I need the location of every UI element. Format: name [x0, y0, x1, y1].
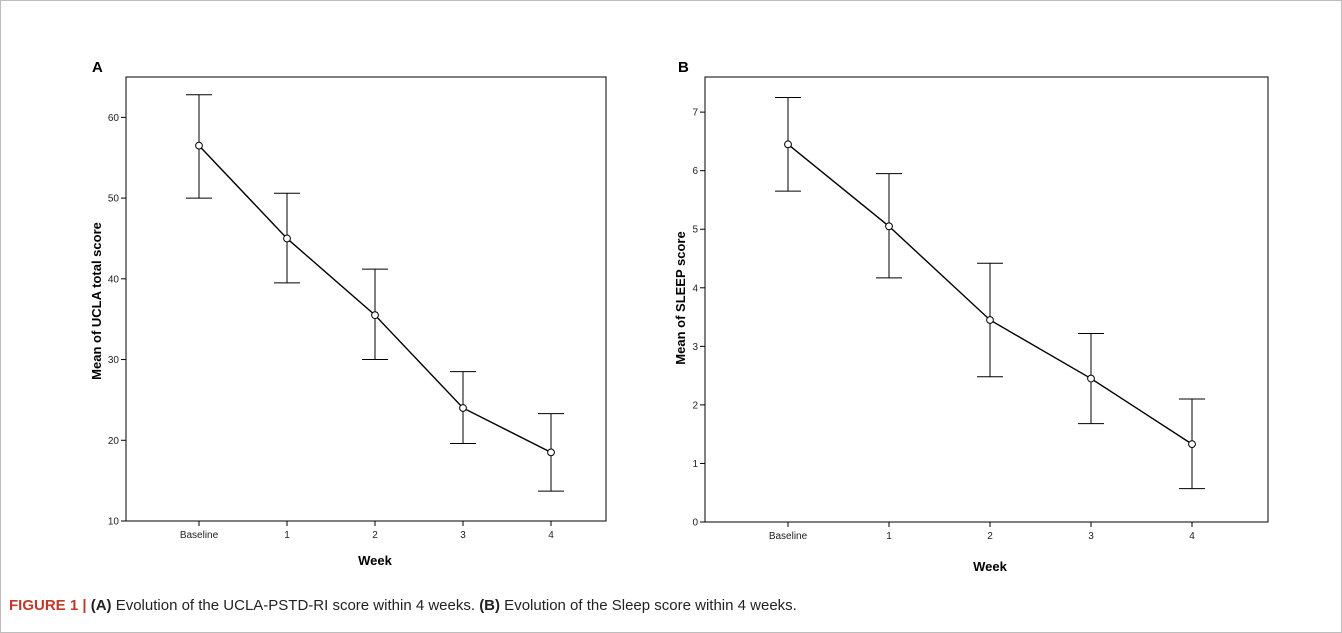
panel-b-y-tick-label: 4 — [692, 283, 698, 294]
panel-a-y-tick-label: 60 — [108, 113, 120, 124]
panel-b-y-tick-label: 2 — [692, 400, 698, 411]
panel-b-y-axis-label: Mean of SLEEP score — [673, 231, 688, 364]
panel-b-plot-frame — [704, 76, 1269, 523]
panel-a-x-tick-label: 4 — [548, 530, 554, 541]
panel-b-y-tick-label: 0 — [692, 518, 698, 529]
panel-a-marks — [186, 94, 564, 492]
panel-b-data-point — [986, 316, 994, 324]
panel-a-data-point — [459, 404, 467, 412]
caption-text-a: Evolution of the UCLA-PSTD-RI score with… — [111, 597, 480, 614]
chart-panel-a: A Mean of UCLA total score Week 10 20 30 40… — [89, 59, 607, 568]
panel-b-data-point — [1188, 440, 1196, 449]
panel-b-x-tick-label: Baseline — [769, 531, 808, 542]
panel-a-x-tick-label: 1 — [284, 530, 290, 541]
panel-a-x-tick-label: Baseline — [180, 530, 219, 541]
panel-b-y-tick-label: 6 — [692, 166, 698, 177]
panel-b-x-axis-label: Week — [973, 559, 1007, 574]
panel-b-ticks: 0 1 2 3 4 5 6 7 Baseline 1 2 3 4 — [692, 108, 1195, 542]
panel-a-data-point — [283, 234, 291, 243]
caption-tag-b: (B) — [479, 597, 501, 614]
panel-a-x-tick-label: 3 — [460, 530, 466, 541]
figure-caption: FIGURE 1 | (A) Evolution of the UCLA-PST… — [9, 597, 1329, 614]
panel-b-data-point — [1087, 374, 1095, 383]
panel-b-y-tick-label: 5 — [692, 225, 698, 236]
panel-a-data-point — [547, 448, 555, 457]
panel-b-marks — [775, 96, 1205, 490]
panel-a-y-tick-label: 40 — [108, 274, 120, 285]
panel-b-letter: B — [678, 59, 689, 76]
panel-a-y-tick-label: 50 — [108, 194, 120, 205]
panel-a-x-tick-label: 2 — [372, 530, 378, 541]
panel-a-y-tick-label: 30 — [108, 355, 120, 366]
panel-a-letter: A — [92, 59, 103, 76]
panel-a-plot-frame — [125, 76, 607, 522]
panel-a-y-tick-label: 20 — [108, 436, 120, 447]
panel-b-data-point — [885, 222, 893, 231]
panel-b-x-tick-label: 3 — [1088, 531, 1094, 542]
panel-a-ticks: 10 20 30 40 50 60 Baseline 1 2 3 4 — [108, 113, 554, 541]
caption-tag-a: (A) — [90, 597, 112, 614]
panel-a-data-point — [371, 311, 379, 320]
panel-b-y-tick-label: 1 — [692, 459, 698, 470]
caption-text-b: Evolution of the Sleep score within 4 we… — [500, 597, 797, 614]
panel-b-data-point — [784, 140, 792, 149]
panel-a-data-point — [195, 141, 203, 150]
panel-b-y-tick-label: 7 — [692, 108, 698, 119]
panel-b-y-tick-label: 3 — [692, 342, 698, 353]
panel-b-x-tick-label: 4 — [1189, 531, 1195, 542]
panel-b-x-tick-label: 2 — [987, 531, 993, 542]
panel-a-y-axis-label: Mean of UCLA total score — [89, 222, 104, 380]
panel-a-x-axis-label: Week — [358, 553, 392, 568]
panel-a-y-tick-label: 10 — [108, 517, 120, 528]
caption-label: FIGURE 1 | — [9, 597, 91, 614]
panel-b-x-tick-label: 1 — [886, 531, 892, 542]
chart-panel-b: B Mean of SLEEP score Week 0 1 2 3 4 5 6 7 Basel… — [673, 59, 1269, 574]
